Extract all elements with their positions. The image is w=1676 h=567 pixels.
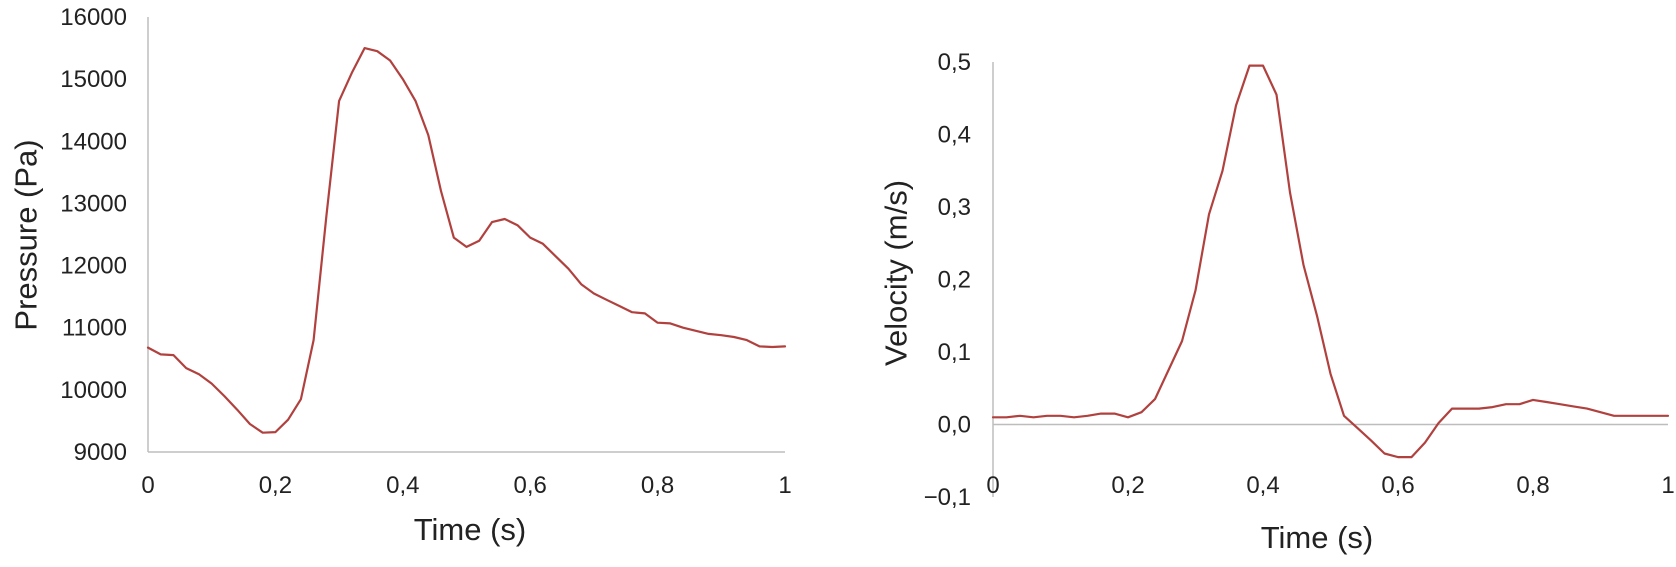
y-tick-label: 14000 bbox=[60, 128, 127, 155]
x-axis-title: Time (s) bbox=[414, 512, 527, 547]
chart-2: −0,1 0,0 0,1 0,2 0,3 0,4 0,5 0 0,2 0,4 0,6 0,8 1 Time… bbox=[879, 49, 1675, 555]
x-tick-label: 0 bbox=[986, 472, 999, 499]
series-line bbox=[146, 46, 787, 434]
x-tick-label: 0,4 bbox=[386, 472, 419, 499]
series-line bbox=[991, 64, 1670, 459]
x-tick-label: 0,6 bbox=[514, 472, 547, 499]
x-tick-label: 1 bbox=[778, 472, 791, 499]
x-tick-label: 0 bbox=[141, 472, 154, 499]
x-tick-label: 0,4 bbox=[1246, 472, 1279, 499]
y-tick-label: 0,0 bbox=[938, 412, 971, 439]
x-tick-label: 0,2 bbox=[259, 472, 292, 499]
y-tick-label: 15000 bbox=[60, 66, 127, 93]
y-tick-label: 12000 bbox=[60, 253, 127, 280]
x-tick-label: 0,2 bbox=[1111, 472, 1144, 499]
y-tick-label: 11000 bbox=[62, 315, 127, 342]
x-tick-label: 0,8 bbox=[641, 472, 674, 499]
y-tick-label: 13000 bbox=[60, 190, 127, 217]
y-tick-label: 16000 bbox=[60, 4, 127, 31]
x-tick-label: 1 bbox=[1661, 472, 1674, 499]
chart-1: 9000 10000 11000 12000 13000 14000 15000 16000 0… bbox=[9, 4, 792, 547]
y-tick-label: 0,3 bbox=[938, 194, 971, 221]
y-axis-title: Pressure (Pa) bbox=[9, 139, 44, 330]
y-axis-title: Velocity (m/s) bbox=[879, 180, 914, 366]
x-tick-label: 0,6 bbox=[1381, 472, 1414, 499]
x-tick-label: 0,8 bbox=[1516, 472, 1549, 499]
y-tick-label: 0,2 bbox=[938, 267, 971, 294]
y-tick-label: 9000 bbox=[74, 439, 127, 466]
y-tick-label: 0,1 bbox=[938, 339, 971, 366]
y-tick-label: 10000 bbox=[60, 377, 127, 404]
y-tick-label: 0,4 bbox=[938, 122, 971, 149]
y-tick-label: −0,1 bbox=[924, 484, 971, 511]
x-axis-title: Time (s) bbox=[1261, 520, 1374, 555]
y-tick-label: 0,5 bbox=[938, 49, 971, 76]
